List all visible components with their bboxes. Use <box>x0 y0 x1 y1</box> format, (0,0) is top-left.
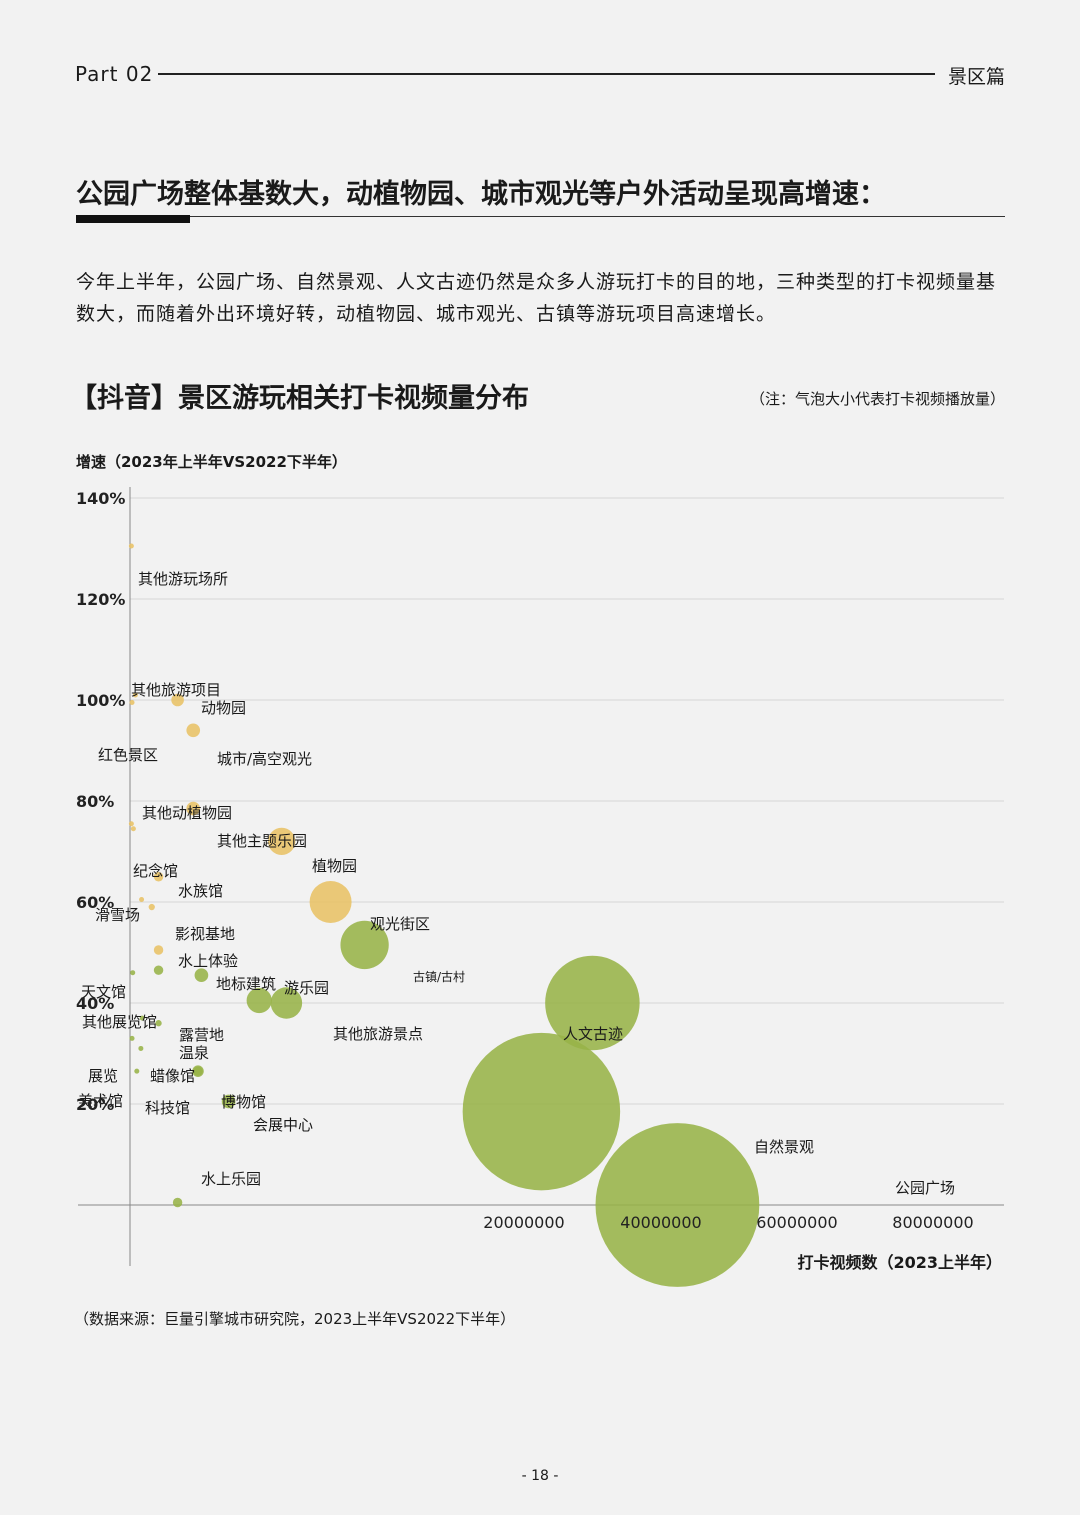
bubble <box>309 881 352 923</box>
point-label: 露营地 <box>179 1026 224 1044</box>
point-label: 植物园 <box>312 857 357 875</box>
point-label: 水上体验 <box>178 952 238 970</box>
point-label: 展览 <box>88 1067 118 1085</box>
y-tick-label: 120% <box>76 590 125 609</box>
point-label: 自然景观 <box>754 1138 814 1156</box>
section-label: 景区篇 <box>947 66 1005 88</box>
bubble <box>139 896 145 902</box>
point-label: 纪念馆 <box>133 862 178 880</box>
point-label: 其他旅游项目 <box>131 681 221 699</box>
bubble <box>153 965 164 975</box>
bubble <box>128 821 134 827</box>
page-number: - 18 - <box>521 1468 559 1484</box>
point-label: 城市/高空观光 <box>217 750 312 768</box>
point-label: 影视基地 <box>175 925 235 943</box>
chart-ticks: 20% 40% 60% 80% 100% 120% 140% 20000000 40000000… <box>76 489 974 1232</box>
y-tick-label: 80% <box>76 792 114 811</box>
point-label: 其他动植物园 <box>142 804 232 822</box>
x-tick-label: 20000000 <box>483 1213 564 1232</box>
bubble <box>194 968 209 983</box>
bubble <box>221 1094 236 1109</box>
bubble <box>132 692 138 698</box>
y-tick-label: 60% <box>76 893 114 912</box>
bubble <box>545 955 640 1051</box>
point-label: 滑雪场 <box>95 906 140 924</box>
y-tick-label: 140% <box>76 489 125 508</box>
x-tick-label: 80000000 <box>892 1213 973 1232</box>
point-label: 水族馆 <box>178 882 223 900</box>
point-label: 水上乐园 <box>201 1170 261 1188</box>
title-rule <box>76 216 1005 217</box>
bubble <box>246 987 272 1014</box>
x-tick-label: 40000000 <box>620 1213 701 1232</box>
bubble <box>193 1066 203 1076</box>
chart-bubbles <box>128 543 760 1287</box>
point-label: 会展中心 <box>253 1116 313 1134</box>
bubble <box>462 1032 621 1191</box>
bubble <box>130 826 136 832</box>
point-label: 科技馆 <box>145 1099 190 1117</box>
title-accent-bar <box>76 215 190 223</box>
header-rule <box>158 73 935 75</box>
point-label: 博物馆 <box>221 1093 266 1111</box>
bubble <box>340 920 389 970</box>
y-tick-label: 20% <box>76 1095 114 1114</box>
bubble <box>270 987 303 1019</box>
point-label: 温泉 <box>179 1044 209 1062</box>
y-axis-label: 增速（2023年上半年VS2022下半年） <box>76 453 347 471</box>
bubble <box>595 1123 760 1287</box>
data-source: （数据来源：巨量引擎城市研究院，2023上半年VS2022下半年） <box>74 1310 516 1328</box>
point-label: 蜡像馆 <box>150 1067 195 1085</box>
point-label: 其他游玩场所 <box>138 570 228 588</box>
bubble <box>134 1068 140 1074</box>
point-label: 游乐园 <box>284 979 329 997</box>
part-label: Part 02 <box>75 62 154 86</box>
chart-title: 【抖音】景区游玩相关打卡视频量分布 <box>70 383 529 414</box>
point-label: 观光街区 <box>370 915 430 933</box>
x-axis-label: 打卡视频数（2023上半年） <box>797 1253 1002 1272</box>
bubble <box>186 801 201 816</box>
bubble <box>148 903 155 911</box>
point-label: 其他主题乐园 <box>217 832 307 850</box>
bubble <box>128 543 134 549</box>
bubble <box>171 693 184 707</box>
point-label: 古镇/古村 <box>413 969 465 984</box>
y-tick-label: 100% <box>76 691 125 710</box>
page-title: 公园广场整体基数大，动植物园、城市观光等户外活动呈现高增速： <box>76 179 886 210</box>
point-label: 天文馆 <box>81 983 126 1001</box>
point-label: 其他旅游景点 <box>333 1025 423 1043</box>
point-label: 其他展览馆 <box>82 1013 157 1031</box>
point-label: 红色景区 <box>98 746 158 764</box>
bubble <box>138 1045 144 1051</box>
bubble <box>130 970 136 976</box>
point-label: 美术馆 <box>78 1092 123 1110</box>
bubble <box>172 1197 183 1208</box>
bubble <box>153 945 164 955</box>
point-label: 公园广场 <box>895 1179 955 1197</box>
bubble <box>129 1035 135 1041</box>
bubble <box>155 1020 162 1027</box>
chart-note: （注：气泡大小代表打卡视频播放量） <box>749 390 1005 408</box>
x-tick-label: 60000000 <box>756 1213 837 1232</box>
bubble <box>139 1015 145 1021</box>
bubble <box>153 872 164 882</box>
intro-paragraph: 今年上半年，公园广场、自然景观、人文古迹仍然是众多人游玩打卡的目的地，三种类型的… <box>76 271 997 325</box>
bubble <box>129 700 135 706</box>
point-label: 动物园 <box>201 699 246 717</box>
y-tick-label: 40% <box>76 994 114 1013</box>
bubble <box>267 827 296 856</box>
point-label: 人文古迹 <box>563 1025 623 1043</box>
point-label: 地标建筑 <box>216 975 276 993</box>
bubble <box>186 723 201 738</box>
